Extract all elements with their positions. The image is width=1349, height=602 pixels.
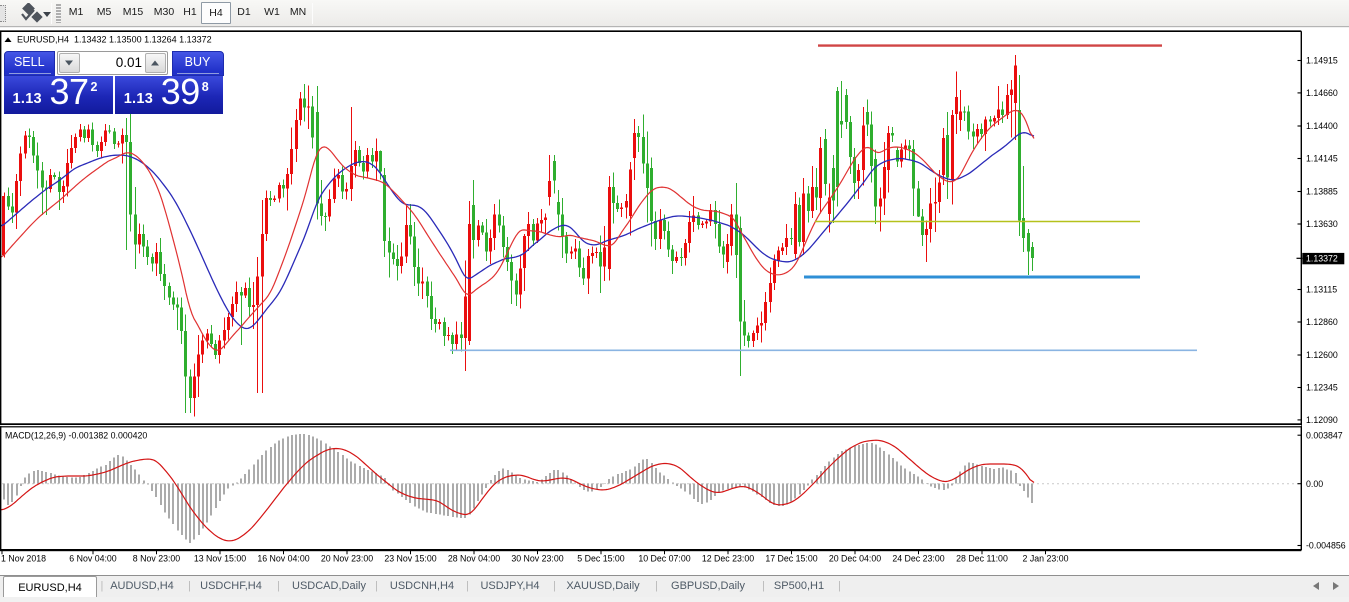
svg-text:-0.004856: -0.004856 bbox=[1306, 541, 1346, 551]
svg-text:1.14145: 1.14145 bbox=[1306, 154, 1338, 164]
svg-text:1.13885: 1.13885 bbox=[1306, 187, 1338, 197]
svg-text:0.003847: 0.003847 bbox=[1306, 430, 1343, 440]
svg-text:20 Nov 23:00: 20 Nov 23:00 bbox=[321, 554, 373, 564]
svg-text:1.14660: 1.14660 bbox=[1306, 88, 1338, 98]
svg-text:1.13115: 1.13115 bbox=[1306, 285, 1337, 295]
svg-text:1.12090: 1.12090 bbox=[1306, 415, 1338, 425]
svg-text:6 Nov 04:00: 6 Nov 04:00 bbox=[69, 554, 117, 564]
svg-text:1.13630: 1.13630 bbox=[1306, 219, 1338, 229]
svg-text:MACD(12,26,9) -0.001382 0.0004: MACD(12,26,9) -0.001382 0.000420 bbox=[5, 431, 147, 441]
svg-text:17 Dec 15:00: 17 Dec 15:00 bbox=[765, 554, 817, 564]
svg-text:28 Dec 11:00: 28 Dec 11:00 bbox=[956, 554, 1008, 564]
svg-text:5 Dec 15:00: 5 Dec 15:00 bbox=[577, 554, 625, 564]
svg-text:10 Dec 07:00: 10 Dec 07:00 bbox=[638, 554, 690, 564]
svg-text:24 Dec 23:00: 24 Dec 23:00 bbox=[892, 554, 944, 564]
svg-text:1.12860: 1.12860 bbox=[1306, 317, 1338, 327]
svg-text:2 Jan 23:00: 2 Jan 23:00 bbox=[1023, 554, 1069, 564]
svg-text:1.12600: 1.12600 bbox=[1306, 350, 1338, 360]
svg-text:1.13372: 1.13372 bbox=[1306, 254, 1338, 264]
svg-text:28 Nov 04:00: 28 Nov 04:00 bbox=[448, 554, 500, 564]
svg-text:13 Nov 15:00: 13 Nov 15:00 bbox=[194, 554, 246, 564]
svg-text:1.12345: 1.12345 bbox=[1306, 383, 1338, 393]
svg-text:0.00: 0.00 bbox=[1306, 479, 1323, 489]
svg-text:30 Nov 23:00: 30 Nov 23:00 bbox=[511, 554, 563, 564]
svg-text:1.14400: 1.14400 bbox=[1306, 121, 1338, 131]
svg-text:1.14915: 1.14915 bbox=[1306, 56, 1338, 66]
svg-text:12 Dec 23:00: 12 Dec 23:00 bbox=[702, 554, 754, 564]
svg-text:EURUSD,H4 1.13432 1.13500 1.1: EURUSD,H4 1.13432 1.13500 1.13264 1.1337… bbox=[17, 34, 212, 44]
svg-text:8 Nov 23:00: 8 Nov 23:00 bbox=[133, 554, 181, 564]
svg-text:20 Dec 04:00: 20 Dec 04:00 bbox=[829, 554, 881, 564]
svg-text:1 Nov 2018: 1 Nov 2018 bbox=[1, 554, 46, 564]
svg-text:16 Nov 04:00: 16 Nov 04:00 bbox=[257, 554, 309, 564]
svg-text:23 Nov 15:00: 23 Nov 15:00 bbox=[384, 554, 436, 564]
